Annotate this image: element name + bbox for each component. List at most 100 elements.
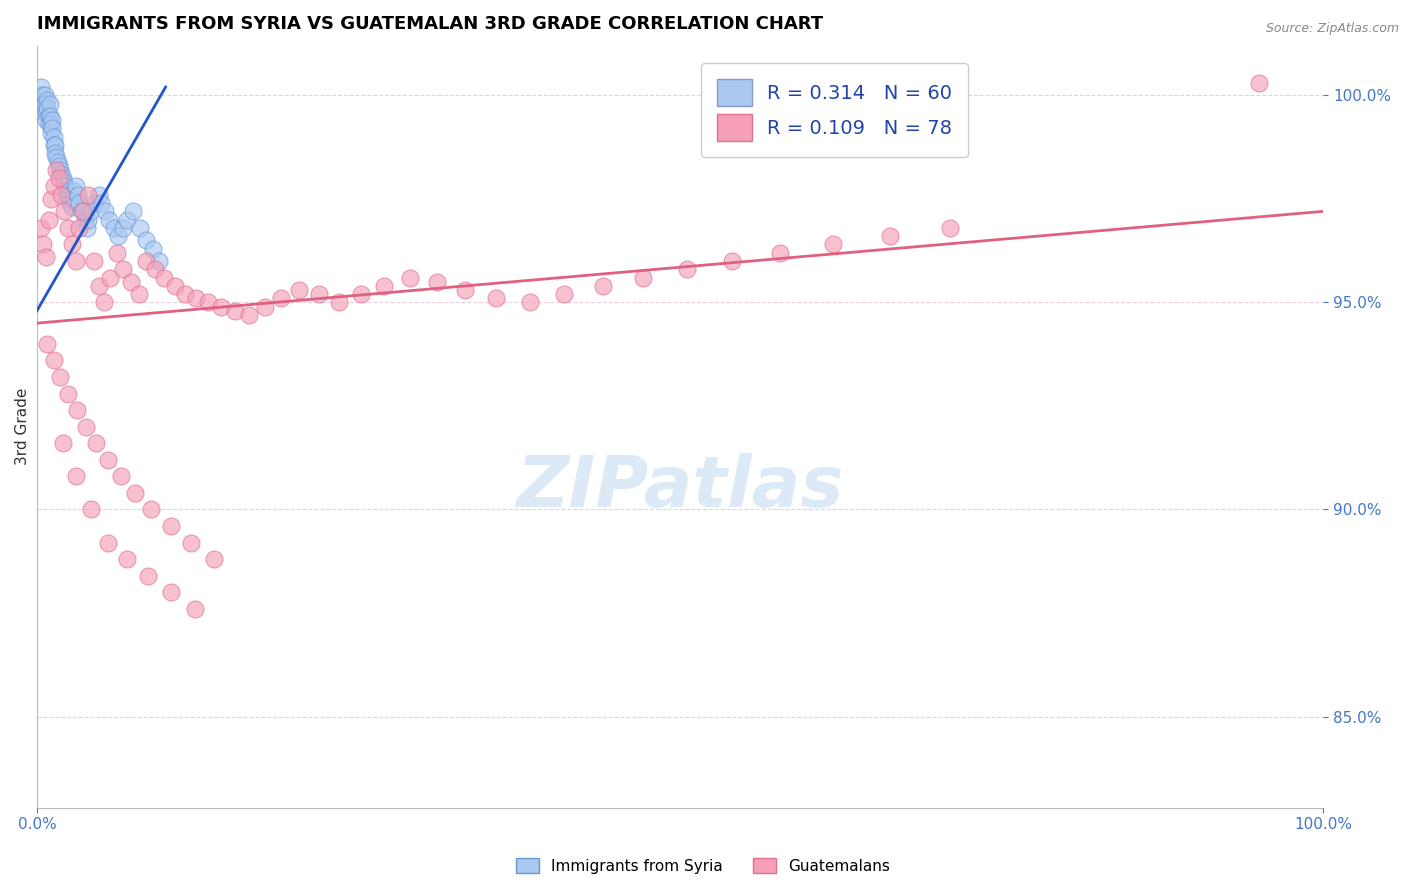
Point [30,220,52,235]
Point [141,502,163,516]
Point [42,353,65,368]
Point [38,117,60,131]
Point [66,403,89,417]
Point [42,179,65,194]
Point [426,275,449,289]
Point [60,237,83,252]
Point [288,283,311,297]
Point [115,212,138,227]
Point [939,220,962,235]
Point [93,295,115,310]
Point [52,171,75,186]
Point [97,535,120,549]
Point [128,220,150,235]
Point [39,126,62,140]
Point [120,275,142,289]
Point [136,568,159,582]
Point [59,196,82,211]
Point [30,80,52,95]
Point [180,535,202,549]
Point [52,175,75,189]
Point [769,245,792,260]
Point [253,300,276,314]
Point [65,254,87,268]
Point [224,303,246,318]
Point [238,308,260,322]
Point [37,101,59,115]
Point [60,200,83,214]
Point [53,179,76,194]
Point [76,220,98,235]
Point [87,187,110,202]
Point [159,585,181,599]
Point [163,278,186,293]
Point [32,237,55,252]
Point [42,129,65,144]
Point [44,138,66,153]
Point [49,162,72,177]
Point [56,187,79,202]
Point [34,88,56,103]
Point [39,117,62,131]
Point [70,204,93,219]
Point [62,192,84,206]
Point [32,96,55,111]
Point [143,262,166,277]
Point [103,220,125,235]
Point [37,336,59,351]
Point [135,233,157,247]
Point [72,204,94,219]
Point [97,452,120,467]
Point [115,552,138,566]
Point [39,192,62,206]
Point [38,109,60,123]
Point [84,436,107,450]
Point [52,204,75,219]
Text: Source: ZipAtlas.com: Source: ZipAtlas.com [1265,22,1399,36]
Point [28,96,51,111]
Point [112,220,135,235]
Point [48,171,70,186]
Point [204,552,226,566]
Point [44,146,66,161]
Point [51,187,73,202]
Point [67,220,90,235]
Point [38,212,60,227]
Point [270,291,292,305]
Point [184,602,207,616]
Point [35,250,58,264]
Point [41,121,63,136]
Point [83,254,105,268]
Point [553,287,575,301]
Point [58,192,80,206]
Point [67,196,90,211]
Point [879,229,901,244]
Point [75,419,97,434]
Point [41,113,63,128]
Point [34,96,56,111]
Point [209,300,232,314]
Point [823,237,845,252]
Point [67,187,90,202]
Point [173,287,195,301]
Point [94,204,117,219]
Point [186,291,208,305]
Point [35,104,58,119]
Point [519,295,541,310]
Point [148,254,170,268]
Point [32,104,55,119]
Point [159,519,181,533]
Point [80,204,103,219]
Point [110,469,132,483]
Text: ZIPatlas: ZIPatlas [516,453,844,522]
Point [55,184,77,198]
Legend: Immigrants from Syria, Guatemalans: Immigrants from Syria, Guatemalans [509,852,897,880]
Point [122,204,145,219]
Point [35,113,58,128]
Point [128,287,150,301]
Point [142,242,165,256]
Point [98,212,121,227]
Point [350,287,373,301]
Point [46,154,69,169]
Point [112,262,135,277]
